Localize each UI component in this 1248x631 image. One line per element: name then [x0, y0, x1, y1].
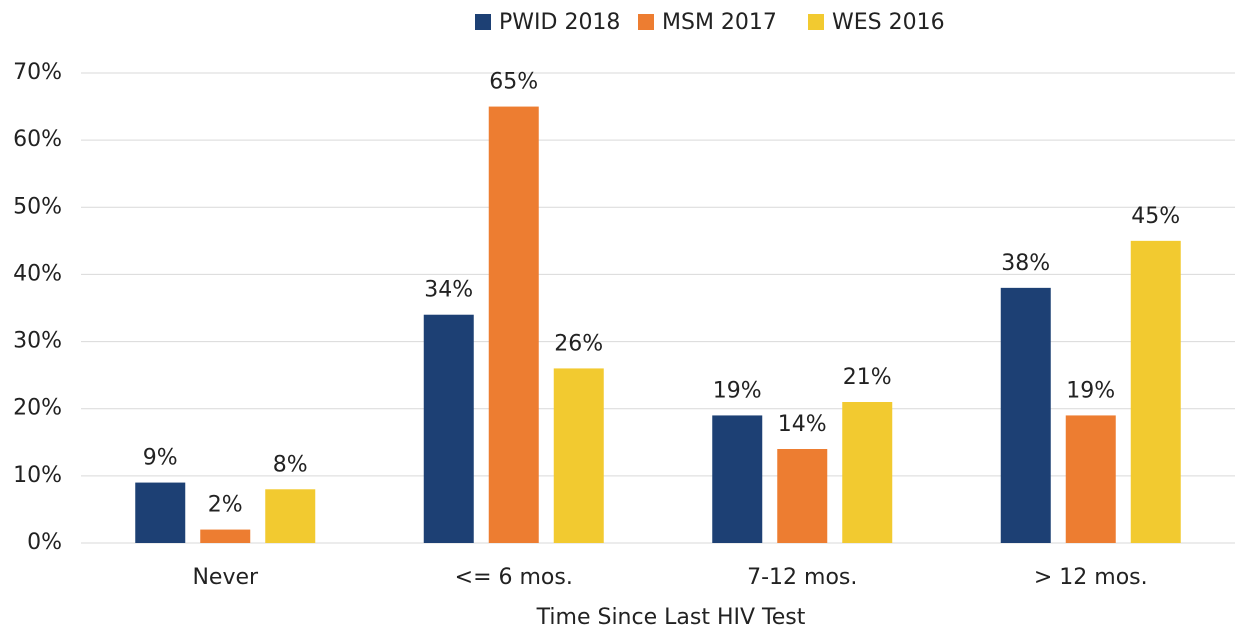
data-label: 65%	[489, 70, 538, 95]
bar	[200, 529, 251, 543]
legend-swatch	[808, 14, 824, 30]
y-tick-label: 0%	[27, 530, 62, 555]
bar	[777, 449, 828, 543]
data-label: 34%	[424, 278, 473, 303]
data-label: 19%	[713, 378, 762, 403]
y-tick-label: 20%	[13, 396, 62, 421]
bar	[1065, 415, 1116, 543]
x-tick-label: 7-12 mos.	[747, 565, 857, 590]
data-label: 21%	[843, 365, 892, 390]
data-label: 19%	[1066, 378, 1115, 403]
bar	[842, 402, 893, 543]
y-tick-label: 50%	[13, 194, 62, 219]
data-label: 2%	[208, 493, 243, 518]
x-tick-label: <= 6 mos.	[455, 565, 573, 590]
x-tick-label: > 12 mos.	[1034, 565, 1148, 590]
legend-label: WES 2016	[832, 10, 945, 35]
bar	[1130, 240, 1181, 543]
y-tick-label: 70%	[13, 60, 62, 85]
bar	[135, 482, 186, 543]
legend-swatch	[475, 14, 491, 30]
y-tick-label: 30%	[13, 329, 62, 354]
x-tick-label: Never	[192, 565, 259, 590]
data-label: 14%	[778, 412, 827, 437]
y-tick-label: 10%	[13, 463, 62, 488]
legend-swatch	[638, 14, 654, 30]
y-tick-label: 60%	[13, 127, 62, 152]
legend-label: PWID 2018	[499, 10, 620, 35]
data-label: 9%	[143, 446, 178, 471]
data-label: 8%	[273, 452, 308, 477]
bar	[488, 106, 539, 544]
data-label: 26%	[554, 331, 603, 356]
y-tick-label: 40%	[13, 261, 62, 286]
x-axis-label: Time Since Last HIV Test	[536, 605, 806, 630]
legend-label: MSM 2017	[662, 10, 777, 35]
data-label: 38%	[1001, 251, 1050, 276]
bar	[265, 489, 316, 543]
bar	[423, 314, 474, 543]
bar	[1000, 287, 1051, 543]
bar	[553, 368, 604, 543]
bar	[712, 415, 763, 543]
data-label: 45%	[1131, 204, 1180, 229]
